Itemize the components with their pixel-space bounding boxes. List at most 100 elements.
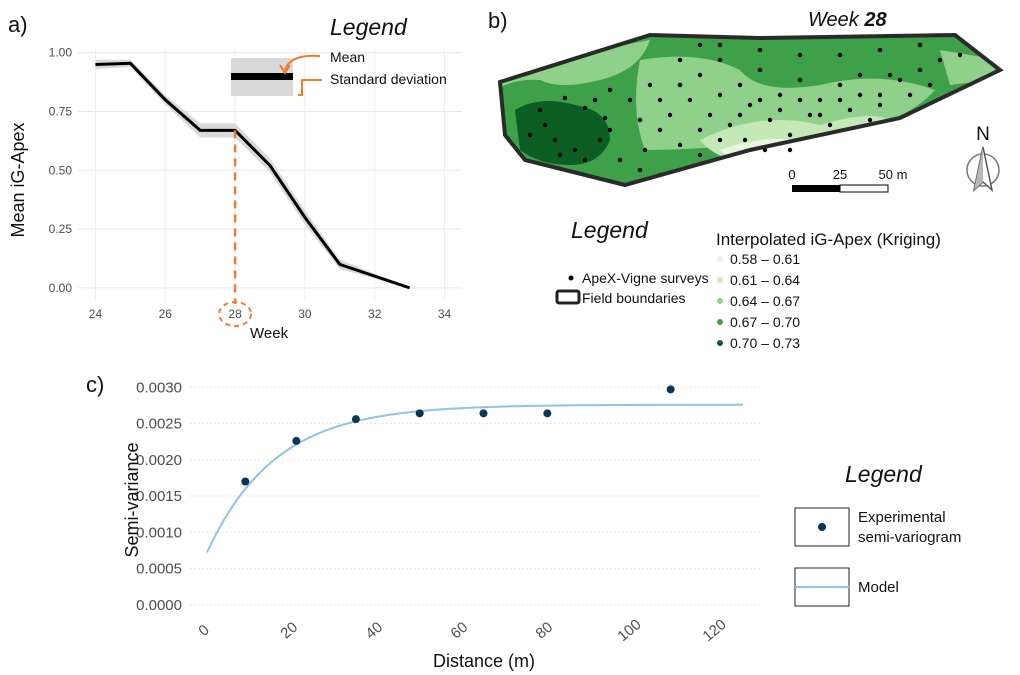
- survey-point: [552, 137, 558, 143]
- survey-point: [917, 42, 923, 48]
- survey-point: [642, 147, 648, 153]
- class-swatch-icon: [717, 340, 723, 346]
- experimental-point: [479, 409, 488, 418]
- survey-point: [837, 82, 843, 88]
- x-tick-label: 0: [195, 621, 212, 639]
- experimental-point: [666, 385, 675, 394]
- y-tick-label: 0.0025: [136, 416, 182, 433]
- survey-point: [787, 132, 793, 138]
- panel-a-y-axis-label: Mean iG-Apex: [8, 122, 28, 237]
- panel-c-legend-title: Legend: [845, 461, 923, 487]
- y-tick-label: 0.0020: [136, 452, 182, 469]
- legend-mean-swatch: [231, 73, 293, 80]
- class-swatch-icon: [717, 277, 723, 283]
- legend-model-label: Model: [858, 579, 899, 596]
- x-tick-label: 32: [368, 307, 382, 321]
- survey-point: [847, 107, 853, 113]
- survey-point: [617, 157, 623, 163]
- survey-point: [697, 42, 703, 48]
- survey-point: [907, 92, 913, 98]
- class-label: 0.70 – 0.73: [730, 335, 800, 351]
- experimental-point: [241, 477, 250, 486]
- panel-a-y-ticks: 0.00 0.25 0.50 0.75 1.00: [49, 46, 73, 295]
- scale-bar-black: [792, 185, 840, 192]
- survey-point: [727, 122, 733, 128]
- survey-point: [537, 107, 543, 113]
- survey-point: [877, 102, 883, 108]
- legend-boundaries-label: Field boundaries: [582, 290, 686, 306]
- survey-point: [582, 105, 588, 111]
- interp-legend-title: Interpolated iG-Apex (Kriging): [716, 230, 941, 249]
- legend-survey-dot-icon: [568, 275, 574, 281]
- field-boundary: [497, 32, 1004, 188]
- panel-c-y-axis-label: Semi-variance: [122, 442, 142, 557]
- scale-bar: 0 25 50 m: [788, 167, 907, 193]
- x-tick-label: 40: [362, 619, 386, 643]
- survey-point: [717, 42, 723, 48]
- legend-boundary-icon: [555, 289, 581, 305]
- survey-point: [697, 127, 703, 133]
- panel-c-x-ticks: 0 20 40 60 80 100 120: [195, 616, 729, 645]
- survey-point: [657, 127, 663, 133]
- survey-point: [542, 122, 548, 128]
- legend-mean-label: Mean: [330, 49, 365, 65]
- y-tick-label: 0.0000: [136, 597, 182, 614]
- survey-point: [887, 72, 893, 78]
- experimental-point: [415, 409, 424, 418]
- survey-point: [637, 117, 643, 123]
- survey-points: [527, 42, 963, 178]
- highlight-week-circle: [218, 301, 253, 327]
- survey-point: [737, 82, 743, 88]
- survey-point: [877, 47, 883, 53]
- survey-point: [837, 52, 843, 58]
- x-tick-label: 20: [277, 619, 301, 643]
- panel-b-legend-title: Legend: [571, 217, 649, 243]
- class-swatch-icon: [717, 256, 723, 262]
- panel-c-label: c): [86, 372, 104, 397]
- survey-point: [602, 115, 608, 121]
- y-tick-label: 0.25: [49, 222, 73, 236]
- survey-point: [607, 127, 613, 133]
- survey-point: [797, 77, 803, 83]
- y-tick-label: 0.50: [49, 163, 73, 177]
- scale-tick-25: 25: [833, 167, 847, 182]
- x-tick-label: 24: [89, 307, 103, 321]
- survey-point: [597, 137, 603, 143]
- survey-point: [562, 95, 568, 101]
- survey-point: [737, 112, 743, 118]
- survey-point: [677, 82, 683, 88]
- survey-point: [777, 107, 783, 113]
- legend-sd-bracket: [298, 79, 322, 96]
- survey-point: [717, 92, 723, 98]
- legend-exp-label-2: semi-variogram: [858, 529, 961, 546]
- survey-point: [717, 57, 723, 63]
- panel-a-legend-title: Legend: [330, 14, 408, 40]
- survey-point: [857, 72, 863, 78]
- panel-a-x-ticks: 24 26 28 30 32 34: [89, 307, 452, 321]
- panel-a-label: a): [8, 12, 28, 37]
- survey-point: [837, 97, 843, 103]
- class-swatch-icon: [717, 298, 723, 304]
- survey-point: [777, 92, 783, 98]
- class-swatch-icon: [717, 319, 723, 325]
- y-tick-label: 0.0015: [136, 488, 182, 505]
- model-curve: [206, 403, 743, 553]
- class-label: 0.67 – 0.70: [730, 314, 800, 330]
- survey-point: [647, 82, 653, 88]
- x-tick-label: 34: [438, 307, 452, 321]
- survey-point: [707, 112, 713, 118]
- y-tick-label: 0.0005: [136, 561, 182, 578]
- survey-point: [657, 97, 663, 103]
- survey-point: [927, 82, 933, 88]
- panel-a-x-axis-label: Week: [250, 325, 289, 342]
- experimental-point: [292, 436, 301, 445]
- survey-point: [627, 97, 633, 103]
- survey-point: [757, 97, 763, 103]
- y-tick-label: 0.0030: [136, 379, 182, 396]
- class-label: 0.58 – 0.61: [730, 251, 800, 267]
- survey-point: [917, 67, 923, 73]
- survey-point: [582, 157, 588, 163]
- survey-point: [677, 57, 683, 63]
- survey-point: [757, 47, 763, 53]
- survey-point: [557, 152, 563, 158]
